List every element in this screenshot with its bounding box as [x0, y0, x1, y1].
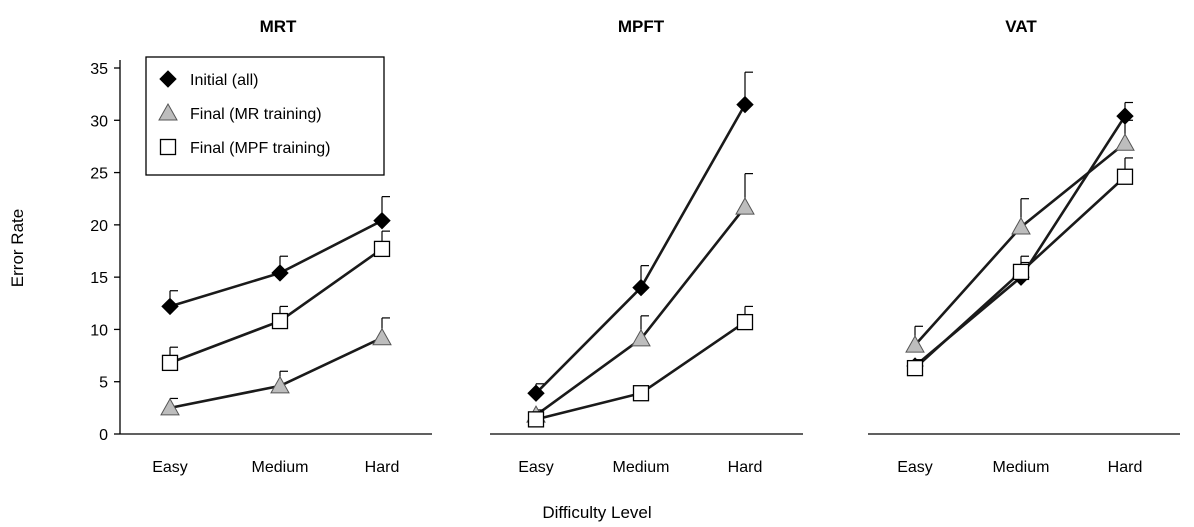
data-point	[271, 264, 289, 282]
x-tick-label: Medium	[993, 459, 1050, 476]
data-point	[1115, 133, 1135, 151]
data-point	[631, 328, 651, 347]
data-point	[632, 385, 650, 402]
x-axis-label: Difficulty Level	[542, 503, 651, 522]
data-point	[1116, 168, 1134, 185]
x-tick-label: Easy	[897, 459, 933, 476]
y-tick-label: 10	[90, 322, 108, 339]
x-tick-label: Hard	[365, 459, 400, 476]
panel-title: MPFT	[618, 17, 665, 36]
y-axis-label: Error Rate	[8, 209, 27, 287]
data-point	[161, 354, 179, 372]
x-tick-label: Easy	[152, 459, 188, 476]
data-point	[372, 327, 392, 346]
legend-marker-diamond-icon	[159, 70, 177, 88]
y-tick-label: 35	[90, 61, 108, 78]
panel-title: VAT	[1005, 17, 1037, 36]
legend-marker-triangle-icon	[158, 102, 178, 121]
x-tick-label: Easy	[518, 459, 554, 476]
data-point	[160, 397, 180, 416]
data-point	[736, 313, 754, 331]
data-point	[161, 297, 179, 316]
x-tick-label: Medium	[252, 459, 309, 476]
y-tick-label: 15	[90, 270, 108, 287]
data-point	[373, 240, 391, 258]
data-point	[632, 278, 650, 297]
x-tick-label: Hard	[1108, 459, 1143, 476]
y-tick-label: 0	[99, 427, 108, 444]
legend-label: Initial (all)	[190, 72, 258, 89]
data-point	[527, 411, 545, 428]
panel-mpft: MPFT Easy Medium Hard	[490, 17, 803, 476]
y-tick-label: 20	[90, 218, 108, 235]
data-point	[735, 197, 755, 215]
series-line	[169, 219, 383, 308]
legend: Initial (all) Final (MR training) Final (M…	[145, 56, 385, 176]
data-point	[373, 211, 391, 230]
data-point	[271, 312, 289, 330]
panel-mrt: MRT Easy Medium Hard 0 5 10 15 20 25 30 35	[90, 17, 432, 476]
x-tick-label: Medium	[613, 459, 670, 476]
y-tick-label: 5	[99, 375, 108, 392]
legend-marker-square-icon	[159, 138, 177, 156]
data-point	[736, 95, 754, 114]
data-point	[1011, 216, 1031, 235]
panel-title: MRT	[260, 17, 297, 36]
data-point	[1012, 263, 1030, 281]
legend-label: Final (MR training)	[190, 106, 322, 123]
legend-label: Final (MPF training)	[190, 140, 330, 157]
series-line	[169, 247, 383, 365]
data-point	[905, 335, 925, 353]
series-line	[535, 206, 747, 417]
series-line	[535, 103, 747, 395]
data-point	[527, 384, 545, 402]
data-point	[270, 375, 290, 394]
x-tick-label: Hard	[728, 459, 763, 476]
series-line	[914, 115, 1127, 368]
series-line	[914, 142, 1126, 346]
data-point	[1116, 107, 1134, 125]
series-line	[169, 336, 383, 410]
y-tick-label: 25	[90, 166, 108, 183]
data-point	[906, 359, 924, 377]
legend-box	[145, 56, 385, 176]
panel-vat: VAT Easy Medium Hard	[868, 17, 1180, 476]
y-tick-label: 30	[90, 113, 108, 130]
